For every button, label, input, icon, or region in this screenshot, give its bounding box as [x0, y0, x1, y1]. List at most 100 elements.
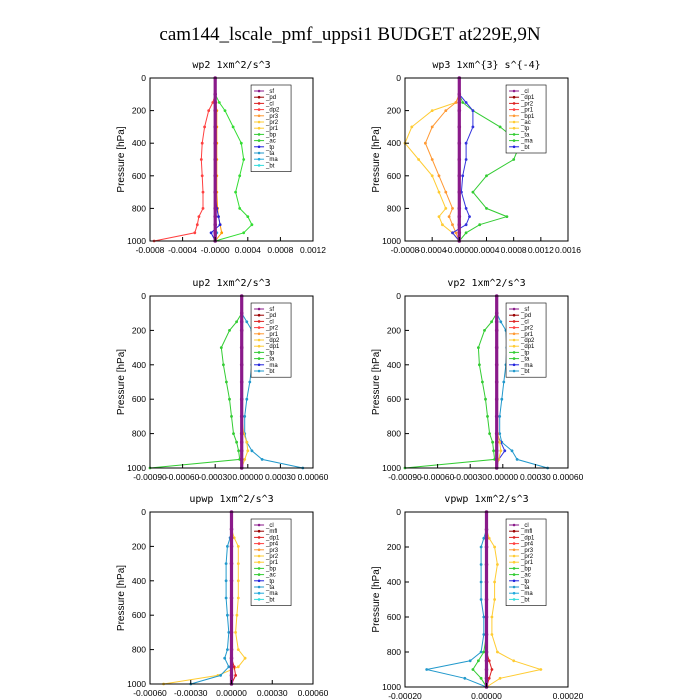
legend-label: _cl — [265, 101, 274, 107]
series-point — [239, 320, 244, 324]
x-tick-label: -0.00090 — [133, 472, 167, 482]
series-point — [193, 231, 197, 235]
series-point — [213, 190, 217, 194]
legend-label: _bp — [520, 566, 532, 572]
legend-label: _pr1 — [520, 560, 534, 566]
legend-marker — [257, 536, 261, 539]
legend-marker — [512, 579, 516, 583]
series-point — [539, 668, 543, 671]
legend-marker — [257, 357, 261, 360]
series-point — [231, 125, 235, 129]
series-point — [238, 207, 242, 210]
legend-marker — [257, 344, 261, 348]
legend-label: _pd — [265, 313, 276, 319]
series-point — [213, 157, 217, 162]
series-point — [243, 458, 247, 461]
legend-marker — [512, 548, 516, 552]
series-point — [417, 158, 420, 161]
series-point — [461, 101, 465, 104]
x-tick-label: 0.00030 — [520, 472, 551, 482]
series-point — [471, 190, 475, 194]
x-tick-label: 0.00030 — [265, 472, 296, 482]
x-tick-label: 0.00060 — [553, 472, 584, 482]
series-line-1 — [163, 512, 246, 685]
series-point — [457, 206, 462, 211]
legend-marker — [257, 164, 261, 167]
series-point — [457, 141, 462, 145]
series-point — [213, 141, 217, 145]
legend-label: _pd — [520, 313, 531, 319]
legend-label: _bt — [265, 163, 275, 169]
legend-marker — [257, 313, 261, 317]
y-tick-label: 600 — [132, 394, 146, 404]
series-point — [479, 563, 483, 566]
series-point — [457, 214, 462, 219]
series-point — [494, 328, 499, 333]
series-point — [213, 174, 217, 178]
series-point — [484, 580, 489, 584]
x-tick-label: 0.00000 — [471, 691, 502, 700]
series-point — [468, 659, 472, 663]
legend-marker — [257, 126, 261, 130]
series-point — [490, 633, 494, 636]
legend-marker — [257, 542, 261, 545]
legend-marker — [257, 579, 261, 583]
series-point — [498, 415, 502, 418]
legend-marker — [512, 126, 516, 130]
legend-marker — [512, 369, 516, 373]
series-point — [491, 440, 494, 444]
series-point — [479, 650, 483, 654]
x-tick-label: 0.00060 — [298, 688, 329, 698]
series-point — [239, 431, 244, 436]
series-point — [494, 457, 499, 462]
legend-marker — [257, 567, 261, 570]
legend-label: _tp — [520, 126, 530, 132]
legend-marker — [512, 529, 516, 533]
series-point — [213, 100, 217, 105]
legend-marker — [512, 591, 516, 595]
legend-marker — [257, 102, 261, 105]
series-line-2 — [496, 296, 548, 469]
x-tick-label: 0.0008 — [501, 245, 527, 255]
y-tick-label: 200 — [132, 325, 146, 335]
series-point — [478, 363, 481, 367]
legend-label: _dp1 — [520, 535, 535, 541]
legend-marker — [512, 133, 516, 136]
series-point — [457, 92, 462, 97]
series-point — [229, 579, 234, 583]
legend-marker — [257, 332, 261, 336]
legend-label: _pr1 — [265, 332, 279, 338]
y-tick-label: 600 — [387, 394, 401, 404]
series-point — [248, 380, 252, 384]
series-point — [510, 449, 514, 453]
legend-label: _ac — [520, 120, 531, 126]
series-point — [239, 311, 244, 316]
series-point — [239, 397, 244, 402]
series-point — [493, 545, 496, 549]
legend-marker — [257, 133, 261, 136]
x-tick-label: -0.00060 — [421, 472, 455, 482]
legend-marker — [512, 363, 516, 367]
legend-marker — [512, 338, 516, 342]
series-point — [454, 101, 458, 104]
x-tick-label: 0.00000 — [232, 472, 263, 482]
series-point — [236, 596, 240, 600]
legend-label: _dp1 — [265, 535, 280, 541]
legend-marker — [512, 139, 516, 142]
series-point — [481, 380, 484, 384]
legend-marker — [512, 145, 516, 149]
series-point — [234, 674, 238, 677]
legend-label: _dp2 — [265, 338, 280, 344]
series-point — [226, 648, 229, 651]
legend-label: _bt — [520, 145, 530, 151]
series-point — [484, 597, 489, 602]
series-point — [213, 92, 217, 97]
legend-label: _ta — [265, 151, 275, 157]
legend-marker — [257, 560, 261, 564]
series-point — [230, 415, 233, 418]
x-tick-label: -0.0000 — [445, 245, 474, 255]
series-point — [424, 141, 427, 145]
legend-label: _tp — [520, 350, 530, 356]
x-tick-label: 0.0012 — [528, 245, 554, 255]
